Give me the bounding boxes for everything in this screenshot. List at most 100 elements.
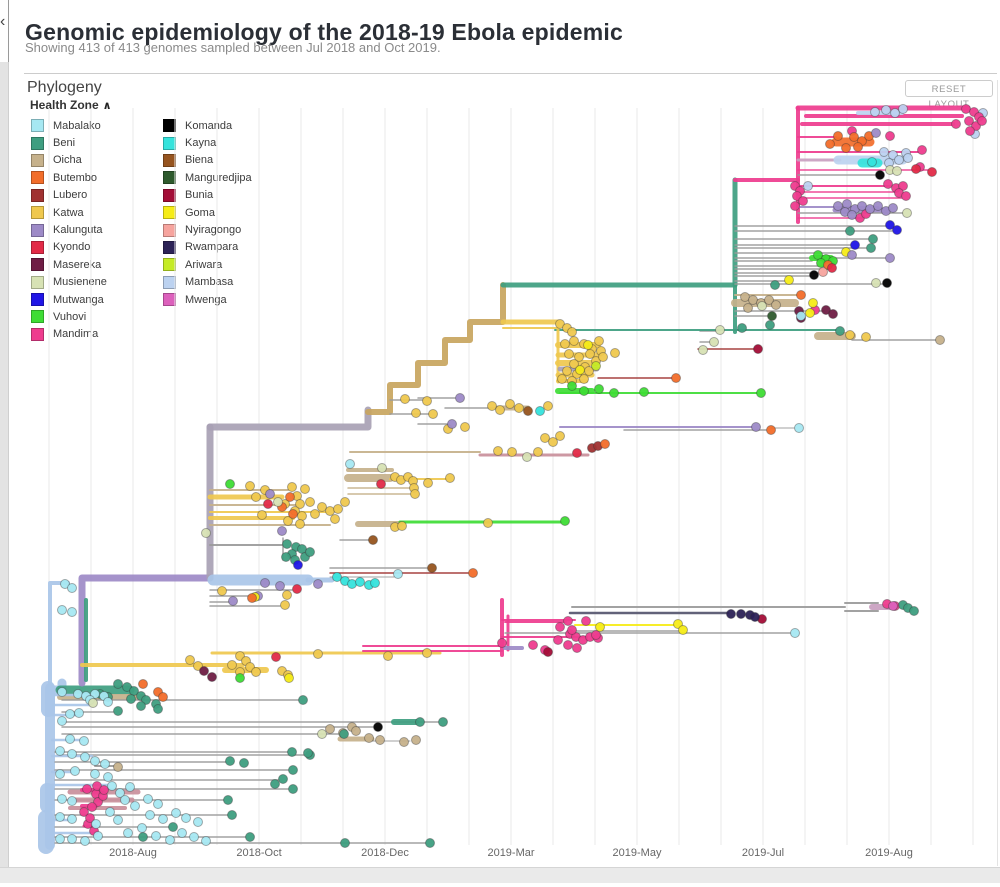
legend-item-mabalako[interactable]: Mabalako [31, 117, 107, 134]
tree-tip-katwa[interactable] [543, 401, 553, 411]
tree-tip-mabalako[interactable] [80, 836, 90, 846]
tree-tip-mandima[interactable] [798, 196, 808, 206]
tree-tip-mabalako[interactable] [107, 781, 117, 791]
tree-tip-mandima[interactable] [951, 119, 961, 129]
tree-tip-oicha[interactable] [771, 300, 781, 310]
tree-tip-beni[interactable] [129, 686, 139, 696]
tree-tip-mandima[interactable] [961, 104, 971, 114]
tree-tip-katwa[interactable] [445, 473, 455, 483]
tree-tip-mandima[interactable] [99, 785, 109, 795]
tree-tip-mandima[interactable] [563, 640, 573, 650]
tree-tip-katwa[interactable] [574, 352, 584, 362]
tree-tip-kalunguta[interactable] [857, 201, 867, 211]
tree-tip-katwa[interactable] [383, 651, 393, 661]
tree-tip-katwa[interactable] [428, 409, 438, 419]
tree-tip-katwa[interactable] [487, 401, 497, 411]
tree-tip-mabalako[interactable] [65, 709, 75, 719]
tree-tip-mandima[interactable] [93, 797, 103, 807]
tree-tip-kalunguta[interactable] [260, 578, 270, 588]
tree-tip-beni[interactable] [141, 695, 151, 705]
tree-tip-beni[interactable] [113, 706, 123, 716]
tree-tip-kayna[interactable] [867, 157, 877, 167]
tree-tip-goma[interactable] [284, 673, 294, 683]
tree-tip-mambasa[interactable] [903, 153, 913, 163]
tree-tip-kalunguta[interactable] [447, 419, 457, 429]
tree-tip-katwa[interactable] [422, 648, 432, 658]
tree-tip-mandima[interactable] [901, 191, 911, 201]
tree-tip-beni[interactable] [227, 810, 237, 820]
legend-item-mambasa[interactable]: Mambasa [163, 274, 252, 291]
tree-tip-beni[interactable] [168, 822, 178, 832]
tree-tip-beni[interactable] [297, 544, 307, 554]
tree-tip-kayna[interactable] [332, 572, 342, 582]
color-by-dropdown[interactable]: Health Zone ∧ [30, 98, 112, 112]
tree-tip-mandima[interactable] [92, 781, 102, 791]
tree-tip-katwa[interactable] [313, 649, 323, 659]
tree-tip-mabalako[interactable] [345, 459, 355, 469]
tree-tip-mambasa[interactable] [890, 108, 900, 118]
tree-tip-katwa[interactable] [193, 661, 203, 671]
tree-tip-mabalako[interactable] [67, 834, 77, 844]
tree-tip-katwa[interactable] [245, 662, 255, 672]
tree-tip-komanda[interactable] [809, 270, 819, 280]
tree-tip-bunia[interactable] [543, 647, 553, 657]
tree-tip-katwa[interactable] [569, 336, 579, 346]
tree-tip-masereka[interactable] [828, 309, 838, 319]
tree-branch[interactable] [365, 282, 506, 415]
tree-tip-mabalako[interactable] [70, 766, 80, 776]
tree-tip-beni[interactable] [765, 320, 775, 330]
tree-tip-katwa[interactable] [505, 399, 515, 409]
tree-tip-mabalako[interactable] [79, 736, 89, 746]
tree-tip-katwa[interactable] [460, 422, 470, 432]
tree-tip-mutwanga[interactable] [293, 560, 303, 570]
tree-tip-mandima[interactable] [792, 191, 802, 201]
tree-tip-kyondo[interactable] [292, 584, 302, 594]
tree-tip-mabalako[interactable] [90, 689, 100, 699]
tree-tip-mabalako[interactable] [91, 819, 101, 829]
tree-tip-katwa[interactable] [411, 408, 421, 418]
tree-tip-mabalako[interactable] [57, 687, 67, 697]
tree-tip-oicha[interactable] [764, 295, 774, 305]
tree-tip-mandima[interactable] [591, 630, 601, 640]
tree-tip-kalunguta[interactable] [277, 526, 287, 536]
legend-item-butembo[interactable]: Butembo [31, 169, 107, 186]
tree-tip-butembo[interactable] [841, 143, 851, 153]
tree-tip-butembo[interactable] [288, 509, 298, 519]
tree-tip-katwa[interactable] [217, 586, 227, 596]
tree-tip-mabalako[interactable] [189, 832, 199, 842]
tree-tip-mandima[interactable] [790, 201, 800, 211]
tree-tip-kyondo[interactable] [927, 167, 937, 177]
tree-tip-mabalako[interactable] [143, 794, 153, 804]
tree-tip-kyondo[interactable] [263, 499, 273, 509]
tree-tip-mabalako[interactable] [105, 807, 115, 817]
tree-tip-goma[interactable] [678, 625, 688, 635]
reset-layout-button[interactable]: RESET LAYOUT [905, 80, 993, 110]
tree-tip-kayna[interactable] [370, 578, 380, 588]
tree-tip-katwa[interactable] [507, 447, 517, 457]
tree-tip-mambasa[interactable] [881, 105, 891, 115]
tree-tip-oicha[interactable] [411, 735, 421, 745]
tree-tip-mabalako[interactable] [65, 734, 75, 744]
tree-tip-mutwanga[interactable] [892, 225, 902, 235]
tree-tip-mabalako[interactable] [100, 759, 110, 769]
tree-tip-butembo[interactable] [247, 593, 257, 603]
tree-tip-katwa[interactable] [423, 478, 433, 488]
tree-tip-musienene[interactable] [698, 345, 708, 355]
tree-tip-mandima[interactable] [79, 807, 89, 817]
tree-tip-katwa[interactable] [282, 590, 292, 600]
tree-tip-mandima[interactable] [965, 126, 975, 136]
tree-tip-mabalako[interactable] [130, 801, 140, 811]
tree-tip-mandima[interactable] [563, 616, 573, 626]
tree-tip-oicha[interactable] [740, 292, 750, 302]
tree-tip-mandima[interactable] [581, 616, 591, 626]
tree-tip-beni[interactable] [339, 729, 349, 739]
tree-tip-musienene[interactable] [377, 463, 387, 473]
tree-tip-beni[interactable] [415, 717, 425, 727]
tree-tip-katwa[interactable] [585, 349, 595, 359]
tree-tip-kyondo[interactable] [376, 479, 386, 489]
legend-item-ariwara[interactable]: Ariwara [163, 256, 252, 273]
tree-tip-komanda[interactable] [882, 278, 892, 288]
tree-tip-goma[interactable] [595, 622, 605, 632]
tree-tip-oicha[interactable] [935, 335, 945, 345]
tree-tip-katwa[interactable] [560, 339, 570, 349]
